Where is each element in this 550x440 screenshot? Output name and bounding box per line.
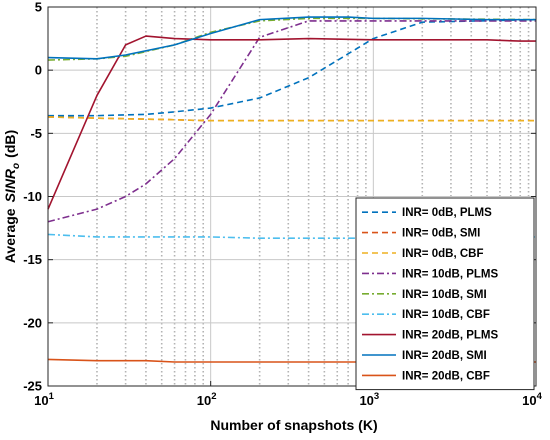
series-line-8 <box>47 16 536 60</box>
series-line-5 <box>47 17 537 61</box>
legend-box <box>355 197 535 391</box>
x-tick-label: 104 <box>522 391 542 408</box>
y-axis-label-prefix: Average <box>2 208 18 263</box>
y-axis-label: Average SINRo (dB) <box>2 130 22 263</box>
series-line-7 <box>47 35 536 210</box>
y-axis-label-sub: o <box>11 163 22 169</box>
legend-entry-label: INR= 10dB, CBF <box>402 309 490 321</box>
x-tick-label: 102 <box>197 391 217 408</box>
y-tick-label: -15 <box>23 252 42 267</box>
x-axis-label: Number of snapshots (K) <box>210 417 377 433</box>
series-line-3 <box>47 116 536 122</box>
series-line-1 <box>48 18 537 117</box>
legend-entry-label: INR= 20dB, SMI <box>402 350 487 362</box>
legend-entry-label: INR= 0dB, CBF <box>402 248 483 260</box>
y-axis-label-unit: (dB) <box>2 130 18 158</box>
x-tick-label: 101 <box>34 391 54 408</box>
legend-entry-label: INR= 0dB, SMI <box>402 228 480 240</box>
y-tick-label: -20 <box>23 315 42 330</box>
y-tick-label: -25 <box>23 379 42 394</box>
legend-entry-label: INR= 0dB, PLMS <box>402 207 492 219</box>
y-tick-label: -5 <box>30 126 42 141</box>
legend-entry-label: INR= 10dB, PLMS <box>402 268 499 280</box>
x-tick-label: 103 <box>359 391 379 408</box>
y-axis-label-var: SINR <box>2 168 18 202</box>
series-line-4 <box>47 20 536 223</box>
legend-entry-label: INR= 10dB, SMI <box>402 289 487 301</box>
y-tick-label: -10 <box>23 189 42 204</box>
legend-entry-label: INR= 20dB, PLMS <box>402 330 499 342</box>
legend: INR= 0dB, PLMS INR= 0dB, SMI INR= 0dB, CBF… <box>355 197 535 391</box>
legend-entry-label: INR= 20dB, CBF <box>402 370 490 382</box>
y-tick-label: 5 <box>35 0 42 15</box>
y-tick-label: 0 <box>35 63 42 78</box>
x-ticks: 101 102 103 104 <box>34 381 543 408</box>
